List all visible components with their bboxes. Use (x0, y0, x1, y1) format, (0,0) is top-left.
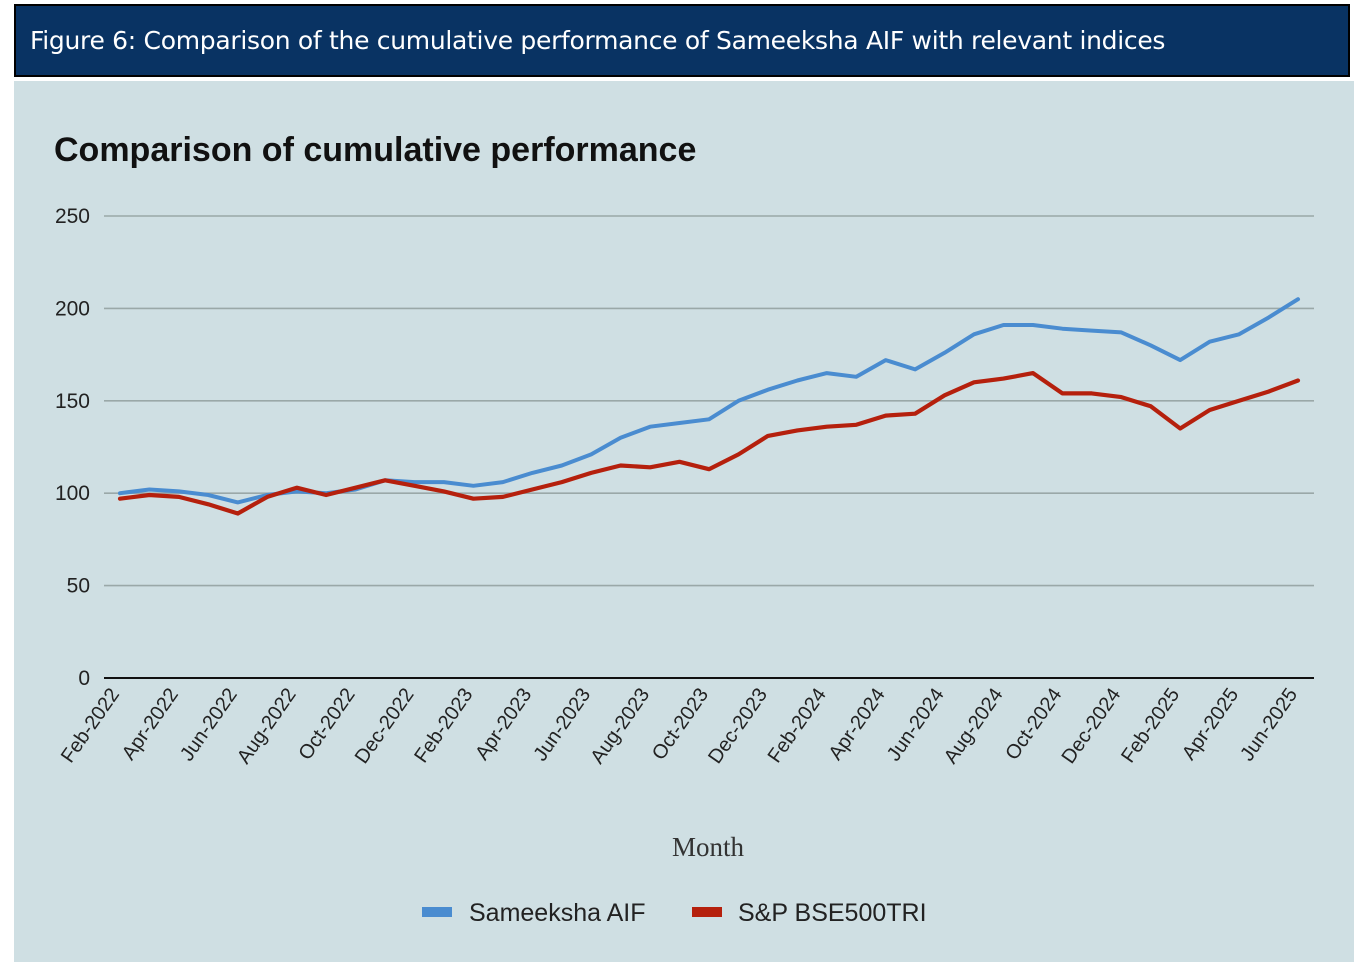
x-tick-label-oct-2022: Oct-2022 (294, 684, 359, 764)
legend-swatch-sameeksha-aif (422, 907, 452, 917)
line-chart: Comparison of cumulative performance 0 50… (54, 131, 1314, 927)
legend: Sameeksha AIF S&P BSE500TRI (422, 899, 927, 927)
legend-swatch-sp-bse500tri (692, 907, 722, 917)
x-tick-label-apr-2025: Apr-2025 (1178, 684, 1243, 764)
y-tick-label-150: 150 (55, 390, 90, 413)
x-axis-ticks: Feb-2022Apr-2022Jun-2022Aug-2022Oct-2022… (57, 684, 1302, 768)
y-tick-label-100: 100 (55, 482, 90, 505)
series-lines (117, 297, 1301, 516)
x-tick-label-dec-2024: Dec-2024 (1058, 684, 1126, 768)
x-tick-label-feb-2025: Feb-2025 (1117, 684, 1184, 767)
x-tick-label-dec-2022: Dec-2022 (351, 684, 419, 768)
x-tick-label-aug-2023: Aug-2023 (586, 684, 654, 768)
x-axis-label: Month (672, 832, 745, 862)
x-tick-label-dec-2023: Dec-2023 (704, 684, 772, 768)
gridlines (104, 215, 1314, 679)
x-tick-label-feb-2024: Feb-2024 (764, 684, 831, 767)
x-tick-label-jun-2022: Jun-2022 (176, 684, 242, 765)
x-tick-label-jun-2023: Jun-2023 (529, 684, 595, 765)
x-tick-label-apr-2023: Apr-2023 (471, 684, 536, 764)
chart-title: Comparison of cumulative performance (54, 131, 696, 169)
chart-panel: Comparison of cumulative performance 0 50… (14, 81, 1354, 962)
legend-label-sameeksha-aif: Sameeksha AIF (469, 899, 645, 927)
x-tick-label-apr-2024: Apr-2024 (825, 684, 890, 764)
series-line-sp-bse500tri (117, 371, 1301, 516)
y-tick-label-0: 0 (78, 667, 90, 690)
figure-caption: Figure 6: Comparison of the cumulative p… (30, 26, 1166, 55)
x-tick-label-aug-2024: Aug-2024 (940, 684, 1008, 768)
figure-caption-bar: Figure 6: Comparison of the cumulative p… (14, 4, 1350, 77)
x-tick-label-oct-2023: Oct-2023 (648, 684, 713, 764)
x-tick-label-oct-2024: Oct-2024 (1001, 684, 1066, 764)
x-tick-label-feb-2022: Feb-2022 (57, 684, 124, 767)
x-tick-label-aug-2022: Aug-2022 (233, 684, 301, 768)
y-tick-label-50: 50 (67, 575, 90, 598)
legend-label-sp-bse500tri: S&P BSE500TRI (738, 899, 927, 927)
x-tick-label-feb-2023: Feb-2023 (410, 684, 477, 767)
x-tick-label-jun-2024: Jun-2024 (883, 684, 949, 765)
y-tick-label-250: 250 (55, 205, 90, 228)
y-axis-ticks: 0 50 100 150 200 250 (55, 205, 90, 690)
x-tick-label-jun-2025: Jun-2025 (1236, 684, 1302, 765)
y-tick-label-200: 200 (55, 297, 90, 320)
x-tick-label-apr-2022: Apr-2022 (118, 684, 183, 764)
